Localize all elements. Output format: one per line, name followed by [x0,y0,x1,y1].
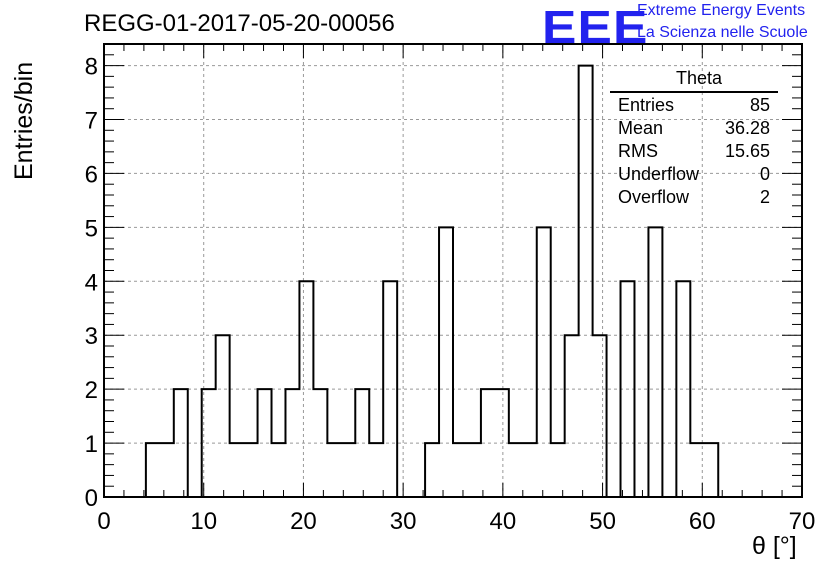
x-tick-label: 10 [190,508,217,535]
stats-value: 15.65 [724,141,770,161]
stats-label: Mean [618,118,664,138]
stats-row: RMS 15.65 [610,140,778,163]
y-tick-label: 2 [85,377,98,404]
eee-logo: EEE [542,1,649,53]
y-tick-label: 1 [85,431,98,458]
y-tick-label: 8 [85,54,98,81]
y-tick-label: 7 [85,108,98,135]
x-tick-label: 60 [689,508,716,535]
x-tick-label: 20 [290,508,317,535]
x-tick-label: 40 [490,508,517,535]
stats-divider [610,91,778,93]
stats-value: 2 [759,187,770,207]
stats-value: 36.28 [724,118,770,138]
stats-row: Mean 36.28 [610,117,778,140]
stats-row: Underflow 0 [610,163,778,186]
stats-title: Theta [675,68,723,88]
stats-box: Theta Entries 85 Mean 36.28 RMS 15.65 Un… [610,68,778,209]
stats-label: Underflow [618,164,700,184]
stats-value: 85 [749,95,770,115]
brand-line-1: Extreme Energy Events [637,2,806,19]
y-tick-label: 6 [85,161,98,188]
x-tick-label: 30 [390,508,417,535]
y-axis-label: Entries/bin [10,61,38,180]
brand-line-2: La Scienza nelle Scuole [637,24,808,41]
x-tick-label: 70 [789,508,816,535]
x-tick-label: 0 [97,508,110,535]
run-title: REGG-01-2017-05-20-00056 [84,10,395,37]
stats-row: Entries 85 [610,94,778,117]
stats-value: 0 [759,164,770,184]
stats-label: RMS [618,141,658,161]
stats-label: Entries [618,95,675,115]
stats-row: Overflow 2 [610,186,778,209]
y-tick-label: 4 [85,269,98,296]
histogram-line [104,64,802,498]
stats-label: Overflow [618,187,690,207]
x-tick-label: 50 [589,508,616,535]
axis-ticks [103,43,803,498]
y-tick-label: 3 [85,323,98,350]
y-tick-label: 5 [85,215,98,242]
y-tick-label: 0 [85,485,98,512]
x-axis-label: θ [°] [752,532,797,560]
